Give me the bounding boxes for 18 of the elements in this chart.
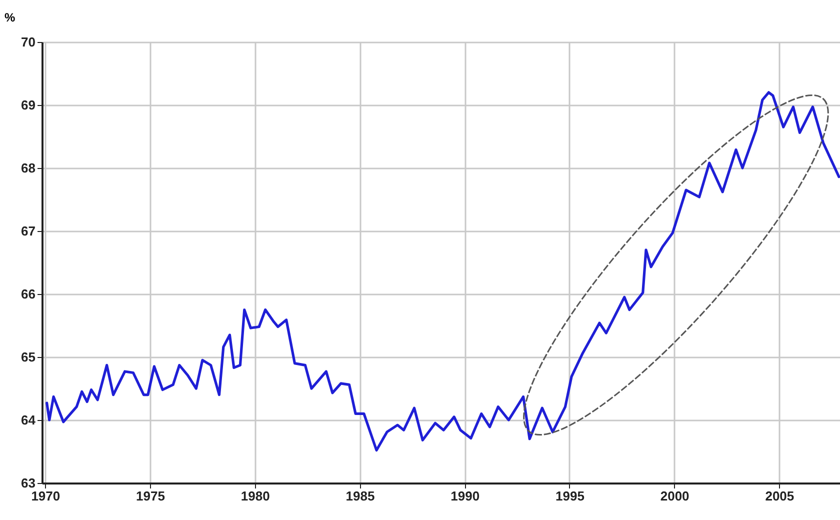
y-tick-label: 66 (21, 286, 36, 302)
x-tick-label: 1990 (450, 488, 480, 504)
y-tick-label: 69 (21, 98, 36, 112)
x-tick-label: 1995 (555, 488, 584, 504)
x-tick-label: 1970 (31, 488, 60, 504)
y-tick-label: 70 (21, 34, 36, 50)
line-series (46, 91, 840, 452)
x-tick-label: 1985 (346, 488, 375, 504)
y-tick-label: 63 (21, 476, 36, 490)
x-tick-label: 1980 (240, 488, 270, 504)
y-tick-label: 68 (21, 160, 36, 176)
x-tick-label: 1975 (136, 488, 165, 504)
x-tick-label: 2000 (660, 488, 690, 504)
x-tick-label: 2005 (765, 488, 794, 504)
y-tick-label: 65 (21, 350, 36, 364)
y-tick-label: 67 (21, 224, 36, 238)
y-axis-title: % (4, 10, 16, 24)
y-tick-label: 64 (21, 412, 36, 428)
